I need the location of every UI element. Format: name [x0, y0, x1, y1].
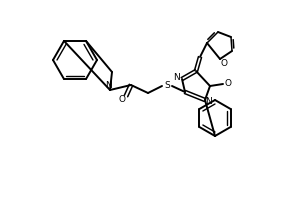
Text: N: N: [174, 73, 180, 82]
Text: S: S: [164, 82, 170, 90]
Text: N: N: [106, 80, 112, 90]
Text: O: O: [118, 95, 125, 104]
Text: O: O: [220, 58, 227, 68]
Text: O: O: [224, 78, 232, 88]
Text: N: N: [205, 97, 212, 106]
